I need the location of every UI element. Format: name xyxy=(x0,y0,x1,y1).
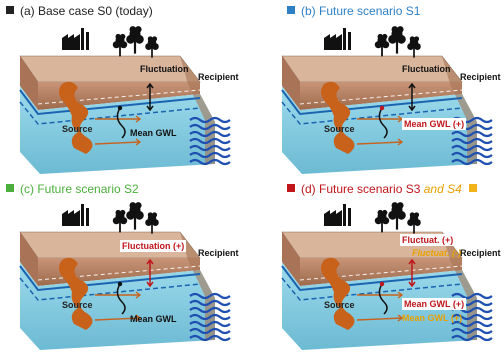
recipient-water-icon xyxy=(189,292,231,342)
mean-gwl-label: Mean GWL (+) xyxy=(402,298,467,310)
lower-gwl-dashed-line xyxy=(19,101,201,125)
recipient-label: Recipient xyxy=(460,72,501,82)
gwl-pointer xyxy=(116,283,126,315)
soil-left-face xyxy=(20,232,38,286)
fluctuation-arrow xyxy=(408,258,416,288)
recipient-label: Recipient xyxy=(198,248,239,258)
lower-gwl-dashed-line xyxy=(281,101,463,125)
fluctuation-label: Fluctuation xyxy=(402,64,451,74)
contaminant-plume xyxy=(59,81,93,154)
soil-left-face xyxy=(282,56,300,110)
factory-icon xyxy=(324,204,351,226)
tree-icon xyxy=(388,26,406,54)
legend-square xyxy=(287,184,295,192)
fluctuation-arrow xyxy=(408,82,416,112)
mean-gwl-label-2: Mean GWL (+) xyxy=(402,313,463,323)
fluctuation-arrow xyxy=(146,258,154,288)
panel-a-title: (a) Base case S0 (today) xyxy=(6,4,153,18)
tree-icon xyxy=(388,202,406,230)
gwl-pointer xyxy=(378,107,388,139)
source-label: Source xyxy=(62,124,93,134)
mean-groundwater-level-line xyxy=(19,89,201,116)
tree-icon xyxy=(407,212,421,234)
tree-icon xyxy=(145,212,159,234)
contaminant-plume xyxy=(321,257,355,330)
fluctuation-arrow xyxy=(146,82,154,112)
contaminant-plume xyxy=(321,81,355,154)
legend-square-2 xyxy=(469,184,478,192)
panel-d-title: (d) Future scenario S3 and S4 xyxy=(287,182,483,196)
gwl-pointer xyxy=(116,107,126,139)
gwl-marker xyxy=(117,105,123,111)
gwl-pointer xyxy=(378,283,388,315)
panel-b-diagram: Source Recipient Fluctuation Mean GWL (+) xyxy=(262,24,502,174)
mean-gwl-label: Mean GWL (+) xyxy=(402,118,467,130)
tree-icon xyxy=(407,36,421,58)
tree-icon xyxy=(374,33,390,57)
tree-icon xyxy=(112,33,128,57)
lower-gwl-dashed-line xyxy=(19,277,201,301)
tree-icon xyxy=(126,202,144,230)
panel-c-diagram: Source Recipient Fluctuation (+) Mean GWL xyxy=(0,200,240,350)
source-label: Source xyxy=(62,300,93,310)
mean-gwl-label: Mean GWL xyxy=(130,314,177,324)
recipient-water-icon xyxy=(189,116,231,166)
tree-icon xyxy=(374,209,390,233)
source-label: Source xyxy=(324,300,355,310)
mean-groundwater-level-line xyxy=(281,89,463,116)
mean-gwl-label: Mean GWL xyxy=(130,128,177,138)
fluctuation-label: Fluctuation xyxy=(140,64,189,74)
factory-icon xyxy=(62,28,89,50)
fluctuation-line xyxy=(37,89,201,105)
fluctuation-line xyxy=(37,265,201,281)
legend-square xyxy=(6,184,14,192)
soil-left-face xyxy=(282,232,300,286)
recipient-label: Recipient xyxy=(460,248,501,258)
soil-left-face xyxy=(20,56,38,110)
contaminant-plume xyxy=(59,257,93,330)
tree-icon xyxy=(112,209,128,233)
mean-groundwater-level-line xyxy=(19,265,201,292)
recipient-label: Recipient xyxy=(198,72,239,82)
tree-icon xyxy=(145,36,159,58)
gwl-marker xyxy=(117,281,123,287)
fluctuation-line xyxy=(299,89,463,105)
mean-groundwater-level-line xyxy=(281,265,463,292)
fluctuation-label-2: Fluctuat. (-) xyxy=(412,248,461,258)
fluctuation-label: Fluctuation (+) xyxy=(120,240,187,252)
fluctuation-line xyxy=(299,265,463,281)
fluctuation-label: Fluctuat. (+) xyxy=(400,234,456,246)
lower-gwl-dashed-line xyxy=(281,277,463,301)
factory-icon xyxy=(324,28,351,50)
panel-a-diagram: Source Recipient Fluctuation Mean GWL xyxy=(0,24,240,174)
factory-icon xyxy=(62,204,89,226)
legend-square xyxy=(287,6,295,14)
gwl-marker xyxy=(379,281,385,287)
tree-icon xyxy=(126,26,144,54)
legend-square xyxy=(6,6,14,14)
gwl-marker xyxy=(379,105,385,111)
panel-c-title: (c) Future scenario S2 xyxy=(6,182,139,196)
panel-d-diagram: Source Recipient Fluctuat. (+) Fluctuat. (-… xyxy=(262,200,502,350)
source-label: Source xyxy=(324,124,355,134)
panel-b-title: (b) Future scenario S1 xyxy=(287,4,420,18)
